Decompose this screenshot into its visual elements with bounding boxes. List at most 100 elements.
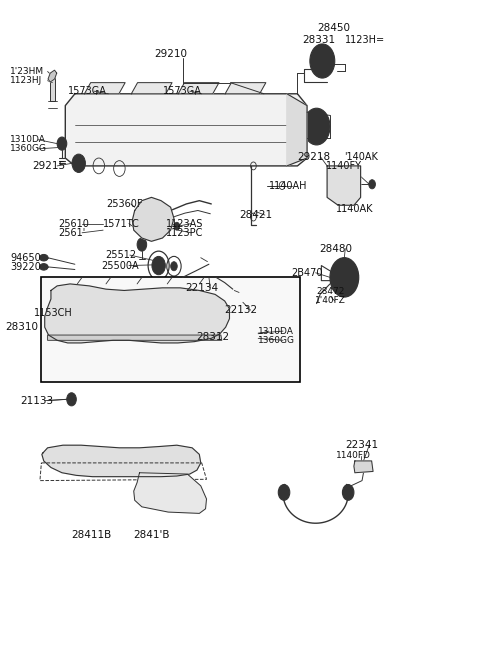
Circle shape bbox=[174, 222, 180, 230]
Circle shape bbox=[109, 302, 126, 325]
Text: 1123HJ: 1123HJ bbox=[10, 76, 43, 85]
Text: 28421: 28421 bbox=[239, 210, 272, 220]
Text: 1573GA: 1573GA bbox=[163, 86, 202, 96]
Text: 1360GG: 1360GG bbox=[258, 336, 295, 345]
Circle shape bbox=[84, 300, 101, 324]
Circle shape bbox=[112, 456, 120, 466]
Circle shape bbox=[82, 451, 97, 472]
Circle shape bbox=[108, 451, 123, 472]
Text: '140AK: '140AK bbox=[344, 152, 378, 162]
Circle shape bbox=[303, 108, 330, 145]
Bar bbox=[49, 74, 55, 101]
Polygon shape bbox=[84, 83, 125, 94]
Text: 2561': 2561' bbox=[58, 228, 85, 238]
Circle shape bbox=[156, 261, 162, 270]
Polygon shape bbox=[48, 335, 222, 340]
Circle shape bbox=[72, 154, 85, 173]
Circle shape bbox=[163, 456, 171, 466]
Text: 22341: 22341 bbox=[345, 440, 378, 450]
Circle shape bbox=[310, 44, 335, 78]
Text: 1123H=: 1123H= bbox=[345, 35, 385, 45]
Text: 22134: 22134 bbox=[185, 283, 218, 293]
Circle shape bbox=[75, 159, 82, 168]
Text: 1123PC: 1123PC bbox=[166, 228, 203, 238]
Circle shape bbox=[345, 488, 351, 496]
Ellipse shape bbox=[39, 263, 48, 270]
Text: 1571TC: 1571TC bbox=[103, 219, 140, 229]
Polygon shape bbox=[327, 166, 360, 205]
Circle shape bbox=[113, 307, 122, 320]
Circle shape bbox=[88, 306, 97, 319]
Circle shape bbox=[134, 302, 151, 325]
Circle shape bbox=[162, 309, 172, 322]
Text: 1140FY: 1140FY bbox=[326, 161, 362, 171]
Text: 25512: 25512 bbox=[105, 250, 136, 260]
Polygon shape bbox=[42, 445, 201, 477]
Circle shape bbox=[336, 265, 353, 289]
Circle shape bbox=[67, 393, 76, 406]
Text: 28310: 28310 bbox=[5, 322, 38, 332]
Polygon shape bbox=[354, 461, 373, 473]
Text: 29210: 29210 bbox=[154, 49, 187, 59]
Text: 1140FD: 1140FD bbox=[336, 451, 371, 460]
Text: 1310DA: 1310DA bbox=[258, 327, 294, 336]
Polygon shape bbox=[134, 473, 206, 513]
Circle shape bbox=[59, 300, 76, 324]
Text: 25500A: 25500A bbox=[101, 261, 139, 271]
Circle shape bbox=[183, 305, 201, 328]
Circle shape bbox=[138, 456, 145, 466]
Circle shape bbox=[309, 116, 324, 137]
Text: 39220: 39220 bbox=[10, 262, 41, 272]
Polygon shape bbox=[178, 83, 219, 94]
Text: 28472: 28472 bbox=[317, 287, 345, 296]
Circle shape bbox=[342, 484, 354, 500]
Circle shape bbox=[159, 451, 175, 472]
Text: 1360GG: 1360GG bbox=[10, 145, 47, 153]
Text: 1153CH: 1153CH bbox=[34, 307, 73, 318]
Text: 22132: 22132 bbox=[225, 305, 258, 315]
Polygon shape bbox=[225, 83, 266, 94]
Circle shape bbox=[170, 261, 177, 271]
Text: 2841'B: 2841'B bbox=[134, 530, 170, 540]
Circle shape bbox=[152, 256, 165, 275]
Text: 2B470: 2B470 bbox=[291, 268, 323, 278]
Circle shape bbox=[369, 179, 375, 189]
Text: 1573GA: 1573GA bbox=[68, 86, 107, 96]
Text: 29218: 29218 bbox=[298, 152, 331, 162]
Text: 25360F: 25360F bbox=[106, 199, 143, 209]
Text: 94650: 94650 bbox=[10, 253, 41, 263]
Text: 25610: 25610 bbox=[58, 219, 89, 229]
Circle shape bbox=[138, 307, 147, 320]
Circle shape bbox=[340, 272, 348, 283]
Polygon shape bbox=[65, 94, 307, 166]
Polygon shape bbox=[287, 94, 307, 166]
Text: 1140AH: 1140AH bbox=[269, 181, 307, 191]
Text: 1'23HM: 1'23HM bbox=[10, 67, 44, 76]
Text: 1'40FZ: 1'40FZ bbox=[315, 296, 346, 306]
Circle shape bbox=[316, 52, 329, 70]
Ellipse shape bbox=[39, 254, 48, 261]
Circle shape bbox=[134, 451, 149, 472]
Circle shape bbox=[187, 310, 197, 323]
Text: 1140AK: 1140AK bbox=[336, 204, 373, 214]
Circle shape bbox=[158, 304, 176, 327]
Text: 28450: 28450 bbox=[317, 23, 350, 34]
Text: 28411B: 28411B bbox=[72, 530, 112, 540]
Circle shape bbox=[154, 219, 161, 230]
Text: 29215: 29215 bbox=[32, 161, 65, 171]
Text: 1310DA: 1310DA bbox=[10, 135, 46, 144]
Circle shape bbox=[57, 137, 67, 150]
Circle shape bbox=[85, 456, 93, 466]
Circle shape bbox=[60, 456, 68, 466]
Circle shape bbox=[137, 238, 147, 251]
Text: 28312: 28312 bbox=[196, 332, 229, 342]
Text: 28480: 28480 bbox=[319, 244, 352, 254]
Text: 21133: 21133 bbox=[20, 396, 53, 405]
Polygon shape bbox=[45, 284, 229, 343]
Circle shape bbox=[330, 258, 359, 297]
Text: 1123AS: 1123AS bbox=[166, 219, 203, 229]
Text: 28331: 28331 bbox=[302, 35, 336, 45]
Polygon shape bbox=[48, 70, 57, 82]
Circle shape bbox=[149, 213, 166, 237]
Circle shape bbox=[278, 484, 290, 500]
